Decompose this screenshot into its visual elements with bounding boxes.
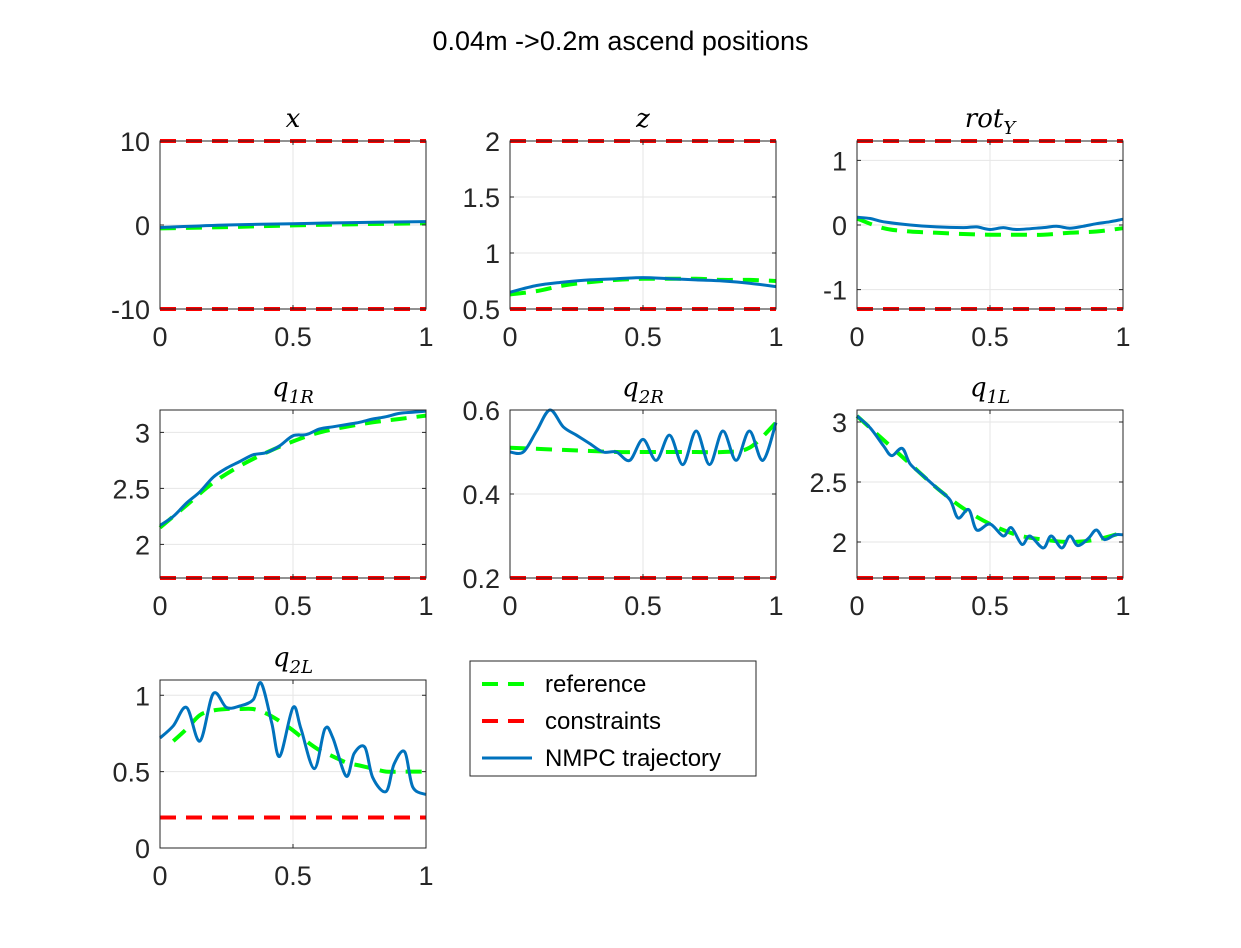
y-tick-label: 0.2 xyxy=(462,564,500,594)
x-tick-label: 0.5 xyxy=(274,591,312,621)
x-tick-label: 0 xyxy=(152,591,167,621)
figure-title: 0.04m ->0.2m ascend positions xyxy=(432,26,809,56)
trajectory-line xyxy=(159,220,427,229)
x-tick-label: 1 xyxy=(1115,591,1130,621)
y-tick-label: 3 xyxy=(135,418,150,448)
x-tick-label: 0 xyxy=(152,322,167,352)
subplot-q1l: 0 0.5 1 2 2.5 3 q1L xyxy=(809,373,1130,621)
y-tick-label: 1 xyxy=(832,146,847,176)
x-tick-label: 1 xyxy=(768,591,783,621)
reference-line xyxy=(159,221,427,231)
x-tick-label: 1 xyxy=(418,591,433,621)
y-tick-label: 0 xyxy=(135,834,150,864)
x-tick-label: 0 xyxy=(502,591,517,621)
subplot-title: q2L xyxy=(273,643,313,678)
subplot-q1r: 0 0.5 1 2 2.5 3 q1R xyxy=(112,373,433,621)
y-tick-label: 2 xyxy=(135,530,150,560)
subplot-title: q2R xyxy=(622,373,664,408)
x-tick-label: 0 xyxy=(502,322,517,352)
x-tick-label: 0 xyxy=(849,322,864,352)
x-tick-label: 1 xyxy=(418,322,433,352)
x-tick-label: 0.5 xyxy=(971,322,1009,352)
y-tick-label: 0.5 xyxy=(462,295,500,325)
x-tick-label: 0 xyxy=(849,591,864,621)
trajectory-line xyxy=(855,414,1124,550)
y-tick-label: 2.5 xyxy=(809,468,847,498)
y-tick-label: 0.5 xyxy=(112,758,150,788)
x-tick-label: 0.5 xyxy=(624,591,662,621)
legend-label: reference xyxy=(545,671,646,698)
y-tick-label: 0 xyxy=(832,211,847,241)
x-tick-label: 0 xyxy=(152,861,167,891)
y-tick-label: 2 xyxy=(485,127,500,157)
subplot-title: z xyxy=(635,104,650,134)
subplot-title: rotY xyxy=(965,104,1018,139)
legend: reference constraints NMPC trajectory xyxy=(469,660,757,777)
subplot-z: 0 0.5 10.511.52z xyxy=(462,104,783,352)
legend-label: constraints xyxy=(545,708,661,735)
x-tick-label: 0.5 xyxy=(274,322,312,352)
subplot-q2r: 0 0.5 1 0.2 0.4 0.6 q2R xyxy=(462,373,783,621)
y-tick-label: 0.4 xyxy=(462,480,500,510)
y-tick-label: 0 xyxy=(135,211,150,241)
reference-line xyxy=(171,706,426,774)
subplot-title: q1R xyxy=(272,373,314,408)
x-tick-label: 1 xyxy=(768,322,783,352)
y-tick-label: 3 xyxy=(832,408,847,438)
trajectory-line xyxy=(509,276,777,294)
legend-label: NMPC trajectory xyxy=(545,745,721,772)
y-tick-label: 1 xyxy=(485,239,500,269)
x-tick-label: 0.5 xyxy=(971,591,1009,621)
y-tick-label: 2.5 xyxy=(112,474,150,504)
subplot-title: q1L xyxy=(970,373,1010,408)
x-tick-label: 1 xyxy=(1115,322,1130,352)
y-tick-label: 0.6 xyxy=(462,396,500,426)
subplot-q2l: 0 0.5 1 0 0.5 1 q2L xyxy=(112,643,433,891)
y-tick-label: 1 xyxy=(135,681,150,711)
x-tick-label: 0.5 xyxy=(624,322,662,352)
x-tick-label: 0.5 xyxy=(274,861,312,891)
subplot-title: x xyxy=(286,104,301,134)
trajectory-line xyxy=(158,681,427,796)
trajectory-line xyxy=(509,408,778,467)
reference-line xyxy=(856,216,1124,237)
reference-line xyxy=(158,413,427,530)
y-tick-label: 1.5 xyxy=(462,183,500,213)
trajectory-line xyxy=(856,215,1124,232)
x-tick-label: 1 xyxy=(418,861,433,891)
y-tick-label: -1 xyxy=(823,276,847,306)
y-tick-label: 2 xyxy=(832,528,847,558)
y-tick-label: -10 xyxy=(111,295,150,325)
reference-line xyxy=(509,421,778,455)
trajectory-line xyxy=(159,409,427,527)
y-tick-label: 10 xyxy=(120,127,150,157)
